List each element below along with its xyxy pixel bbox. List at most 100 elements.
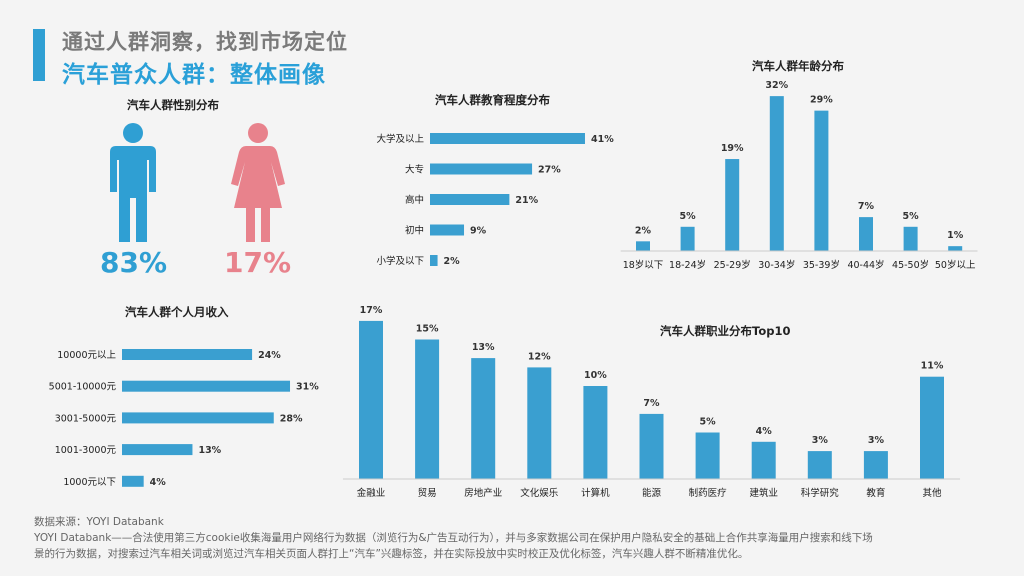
header-accent-bar	[33, 29, 45, 81]
occupation-chart-bar	[527, 367, 552, 479]
footer-description-line2: 景的行为数据，对搜索过汽车相关词或浏览过汽车相关页面人群打上“汽车”兴趣标签，并…	[34, 548, 749, 560]
female-percentage: 17%	[224, 246, 292, 279]
education-chart-bar	[430, 194, 510, 205]
income-chart-bar	[122, 412, 274, 424]
male-person-icon	[110, 123, 156, 242]
age-chart-category-label: 45-50岁	[892, 259, 929, 271]
occupation-chart-bar	[639, 413, 664, 479]
occupation-chart-bar	[695, 432, 720, 479]
income-chart-title: 汽车人群个人月收入	[125, 305, 229, 319]
footer-description-line1: YOYI Databank——合法使用第三方cookie收集海量用户网络行为数据…	[34, 532, 873, 544]
education-chart-category-label: 高中	[405, 194, 424, 206]
age-chart-bar	[680, 226, 695, 251]
age-chart-bar	[903, 226, 918, 251]
income-chart-category-label: 1000元以下	[63, 477, 116, 488]
education-chart-category-label: 初中	[405, 225, 424, 237]
occupation-chart-bar	[807, 451, 832, 479]
occupation-chart-value-label: 11%	[921, 361, 944, 372]
occupation-chart-category-label: 建筑业	[749, 487, 778, 499]
occupation-chart-value-label: 3%	[868, 435, 885, 446]
income-chart-bar	[122, 475, 144, 487]
page-subtitle: 通过人群洞察，找到市场定位	[62, 30, 348, 54]
education-chart-bar	[430, 224, 465, 236]
education-chart-bar	[430, 133, 585, 144]
occupation-chart-bar	[471, 358, 496, 479]
occupation-chart-value-label: 12%	[528, 351, 551, 362]
education-chart-value-label: 41%	[591, 134, 614, 145]
income-chart-bar	[122, 380, 291, 392]
occupation-chart-value-label: 7%	[643, 398, 660, 409]
education-chart-category-label: 小学及以下	[376, 255, 424, 267]
age-chart-category-label: 18-24岁	[669, 259, 706, 271]
occupation-chart-category-label: 金融业	[357, 487, 386, 499]
occupation-chart-bar	[920, 376, 944, 479]
occupation-chart-title: 汽车人群职业分布Top10	[660, 324, 790, 338]
age-chart-value-label: 1%	[947, 230, 964, 241]
age-chart-category-label: 50岁以上	[935, 259, 976, 271]
occupation-chart-value-label: 15%	[416, 324, 439, 335]
education-chart-value-label: 2%	[444, 256, 461, 267]
age-chart-value-label: 32%	[765, 80, 788, 91]
occupation-chart-value-label: 3%	[812, 435, 829, 446]
occupation-chart-bar	[863, 451, 888, 479]
age-chart-category-label: 40-44岁	[847, 259, 884, 271]
education-chart-category-label: 大专	[405, 164, 424, 176]
age-chart-value-label: 5%	[903, 211, 920, 222]
occupation-chart-category-label: 其他	[922, 487, 942, 499]
education-chart-value-label: 27%	[538, 165, 561, 176]
occupation-chart-category-label: 能源	[642, 487, 662, 499]
income-chart-value-label: 4%	[150, 477, 167, 488]
page-title: 汽车普众人群：整体画像	[62, 62, 326, 88]
education-chart-value-label: 9%	[470, 226, 487, 237]
gender-chart-title: 汽车人群性别分布	[127, 98, 219, 112]
occupation-chart-bar	[583, 386, 608, 479]
age-chart-bar	[769, 96, 784, 252]
income-chart-category-label: 5001-10000元	[49, 382, 117, 393]
occupation-chart-value-label: 13%	[472, 342, 495, 353]
income-chart-bar	[122, 444, 193, 456]
occupation-chart-category-label: 文化娱乐	[520, 487, 559, 499]
occupation-chart-bar	[751, 441, 776, 479]
age-chart-bar	[859, 217, 873, 251]
occupation-chart-value-label: 4%	[756, 426, 773, 437]
footer-source: 数据来源：YOYI Databank	[34, 516, 164, 528]
occupation-chart-category-label: 房地产业	[464, 487, 502, 499]
age-chart-value-label: 7%	[858, 201, 875, 212]
occupation-chart-bar	[415, 339, 440, 479]
occupation-chart-category-label: 贸易	[418, 487, 437, 499]
income-chart-value-label: 13%	[198, 445, 221, 456]
occupation-chart-category-label: 计算机	[581, 487, 610, 499]
age-chart-value-label: 29%	[810, 95, 833, 106]
age-chart-value-label: 2%	[635, 225, 652, 236]
male-percentage: 83%	[100, 246, 168, 279]
age-chart-value-label: 19%	[721, 143, 744, 154]
income-chart-category-label: 3001-5000元	[55, 413, 117, 424]
occupation-chart-category-label: 教育	[866, 487, 885, 499]
education-chart-title: 汽车人群教育程度分布	[435, 93, 550, 107]
occupation-chart-category-label: 科学研究	[801, 487, 840, 499]
age-chart-bar	[814, 110, 829, 251]
age-chart-title: 汽车人群年龄分布	[752, 59, 844, 73]
age-chart-bar	[636, 241, 650, 251]
age-chart-category-label: 30-34岁	[758, 259, 795, 271]
income-chart-category-label: 10000元以上	[57, 350, 116, 361]
age-chart-category-label: 35-39岁	[803, 259, 840, 271]
age-chart-bar	[725, 159, 740, 251]
education-chart-category-label: 大学及以上	[376, 133, 424, 145]
occupation-chart-value-label: 5%	[700, 417, 717, 428]
age-chart-bar	[948, 246, 963, 251]
age-chart-category-label: 25-29岁	[714, 259, 751, 271]
income-chart-category-label: 1001-3000元	[55, 445, 117, 456]
income-chart-value-label: 28%	[280, 413, 303, 424]
female-person-icon	[231, 123, 285, 242]
age-chart-value-label: 5%	[680, 211, 697, 222]
occupation-chart-bar	[359, 320, 383, 479]
occupation-chart-value-label: 17%	[360, 305, 383, 316]
occupation-chart-value-label: 10%	[584, 370, 607, 381]
education-chart-bar	[430, 255, 438, 266]
age-chart-category-label: 18岁以下	[623, 259, 664, 271]
education-chart-value-label: 21%	[515, 195, 538, 206]
income-chart-bar	[122, 349, 253, 360]
income-chart-value-label: 31%	[296, 382, 319, 393]
